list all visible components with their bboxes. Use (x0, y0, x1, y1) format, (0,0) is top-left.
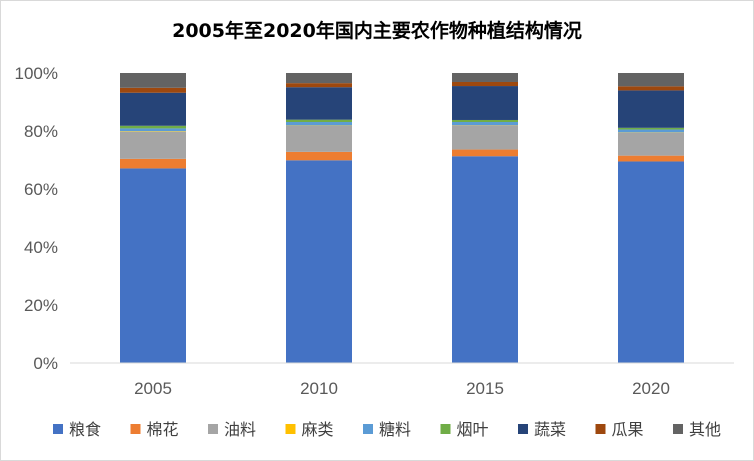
bar-segment-2015-2 (452, 125, 518, 150)
bar-segment-2005-1 (120, 158, 186, 169)
bar-segment-2015-1 (452, 149, 518, 157)
bar-stack-2015 (452, 73, 518, 363)
bars-group (120, 73, 684, 363)
legend-item: 糖料 (363, 420, 411, 439)
bar-segment-2005-5 (120, 125, 186, 129)
bar-stack-2005 (120, 73, 186, 363)
legend-swatch (673, 424, 683, 434)
x-tick-label: 2015 (466, 379, 504, 398)
bar-segment-2010-4 (286, 122, 352, 126)
legend-swatch (440, 424, 451, 434)
bar-segment-2015-6 (452, 86, 518, 120)
bar-segment-2020-4 (618, 129, 684, 133)
bar-segment-2005-6 (120, 92, 186, 126)
bar-segment-2020-8 (618, 73, 684, 87)
bar-segment-2010-5 (286, 119, 352, 123)
legend-swatch (595, 424, 606, 434)
y-tick-label: 20% (24, 296, 58, 315)
legend-label: 蔬菜 (534, 420, 566, 439)
y-axis: 0% 20% 40% 60% 80% 100% (15, 64, 58, 373)
y-tick-label: 100% (15, 64, 58, 83)
bar-segment-2005-0 (120, 168, 186, 363)
legend-label: 棉花 (147, 420, 179, 439)
bar-segment-2015-0 (452, 156, 518, 363)
legend-item: 棉花 (130, 420, 179, 439)
legend-label: 麻类 (302, 420, 334, 439)
legend-label: 瓜果 (612, 420, 644, 439)
y-tick-label: 80% (24, 122, 58, 141)
bar-stack-2010 (286, 73, 352, 363)
x-tick-label: 2005 (134, 379, 172, 398)
bar-segment-2020-0 (618, 161, 684, 363)
legend-item: 瓜果 (595, 420, 644, 439)
bar-segment-2010-6 (286, 87, 352, 120)
legend-swatch (130, 424, 141, 434)
legend-label: 烟叶 (457, 420, 489, 439)
legend-swatch (518, 424, 528, 434)
legend-item: 其他 (673, 420, 721, 439)
legend-swatch (285, 424, 296, 434)
bar-segment-2005-3 (120, 131, 186, 132)
bar-stack-2020 (618, 73, 684, 363)
bar-segment-2020-2 (618, 132, 684, 156)
legend-item: 烟叶 (440, 420, 489, 439)
bar-segment-2005-4 (120, 128, 186, 132)
legend: 粮食 棉花 油料 麻类 糖料 烟叶 蔬菜 瓜果 其他 (53, 420, 721, 439)
y-tick-label: 0% (33, 354, 58, 373)
bar-segment-2020-5 (618, 127, 684, 130)
legend-swatch (208, 424, 218, 434)
bar-segment-2020-1 (618, 155, 684, 162)
legend-swatch (53, 424, 63, 434)
bar-segment-2005-7 (120, 87, 186, 93)
bar-segment-2020-6 (618, 90, 684, 128)
legend-item: 油料 (208, 420, 256, 439)
bar-segment-2015-4 (452, 122, 518, 126)
bar-segment-2005-2 (120, 131, 186, 159)
bar-segment-2015-5 (452, 119, 518, 123)
bar-segment-2010-8 (286, 73, 352, 84)
y-tick-label: 60% (24, 180, 58, 199)
bar-segment-2015-8 (452, 73, 518, 82)
legend-swatch (363, 424, 373, 434)
y-tick-label: 40% (24, 238, 58, 257)
x-axis: 2005 2010 2015 2020 (134, 379, 670, 398)
legend-label: 粮食 (69, 420, 101, 439)
bar-segment-2010-1 (286, 151, 352, 161)
x-tick-label: 2020 (632, 379, 670, 398)
legend-item: 蔬菜 (518, 420, 566, 439)
bar-segment-2020-7 (618, 86, 684, 91)
bar-segment-2015-7 (452, 81, 518, 87)
bar-segment-2010-2 (286, 125, 352, 152)
bar-segment-2010-0 (286, 160, 352, 363)
legend-label: 糖料 (379, 420, 411, 439)
legend-item: 麻类 (285, 420, 334, 439)
x-tick-label: 2010 (300, 379, 338, 398)
bar-segment-2010-7 (286, 83, 352, 88)
legend-label: 油料 (224, 420, 256, 439)
chart-title: 2005年至2020年国内主要农作物种植结构情况 (172, 20, 582, 42)
bar-segment-2005-8 (120, 73, 186, 88)
legend-item: 粮食 (53, 420, 101, 439)
legend-label: 其他 (689, 420, 721, 439)
